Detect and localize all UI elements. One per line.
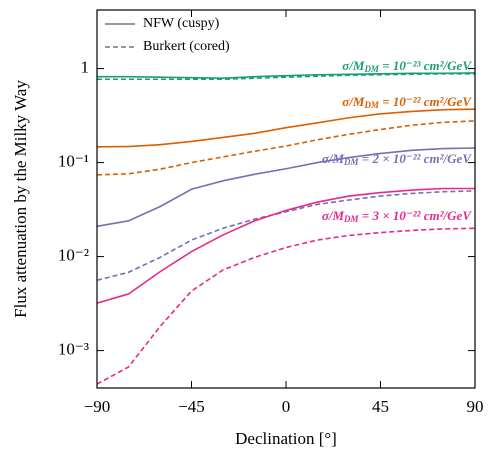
series-line xyxy=(96,120,476,176)
x-tick-label: 45 xyxy=(372,397,389,416)
series-line xyxy=(97,73,475,81)
annotation: σ/MDM = 3 × 10⁻²² cm²/GeV xyxy=(322,208,472,224)
x-tick-label: −90 xyxy=(84,397,111,416)
annotation-part: σ/M xyxy=(322,151,345,166)
y-axis-label: Flux attenuation by the Milky Way xyxy=(11,80,30,318)
annotation-part: = 10⁻²³ cm²/GeV xyxy=(379,58,472,73)
annotation-part: = 10⁻²² cm²/GeV xyxy=(379,94,472,109)
series-line xyxy=(97,72,476,80)
y-tick-label: 1 xyxy=(81,57,90,76)
annotation-part: DM xyxy=(363,100,379,110)
x-axis-label: Declination [°] xyxy=(235,429,337,448)
x-tick-label: 0 xyxy=(282,397,291,416)
legend-label: Burkert (cored) xyxy=(143,39,230,54)
annotation-part: = 2 × 10⁻²² cm²/GeV xyxy=(359,151,473,166)
x-tick-label: −45 xyxy=(178,397,205,416)
annotation: σ/MDM = 10⁻²³ cm²/GeV xyxy=(342,58,472,74)
x-tick-label: 90 xyxy=(467,397,484,416)
annotation-part: σ/M xyxy=(342,94,365,109)
plot-frame xyxy=(96,9,476,389)
series-line xyxy=(96,108,476,148)
series-line xyxy=(96,227,476,385)
annotation-part: σ/M xyxy=(342,58,365,73)
y-tick-label: 10⁻² xyxy=(58,245,89,264)
annotation: σ/MDM = 10⁻²² cm²/GeV xyxy=(342,94,472,110)
y-tick-label: 10⁻³ xyxy=(58,339,89,358)
series-line xyxy=(96,147,476,228)
annotation-part: DM xyxy=(363,64,379,74)
y-tick-label: 10⁻¹ xyxy=(58,151,89,170)
annotation-part: DM xyxy=(343,214,359,224)
annotation: σ/MDM = 2 × 10⁻²² cm²/GeV xyxy=(322,151,472,167)
annotation-part: σ/M xyxy=(322,208,345,223)
annotation-part: = 3 × 10⁻²² cm²/GeV xyxy=(359,208,473,223)
annotation-part: DM xyxy=(343,157,359,167)
legend-label: NFW (cuspy) xyxy=(143,16,220,31)
series-line xyxy=(96,190,476,282)
series-line xyxy=(96,187,475,304)
